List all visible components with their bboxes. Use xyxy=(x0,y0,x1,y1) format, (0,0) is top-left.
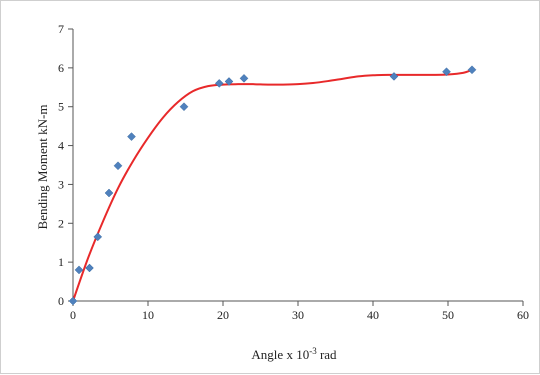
x-tick-label: 40 xyxy=(367,308,379,322)
data-point xyxy=(104,188,114,198)
data-point xyxy=(239,73,249,83)
data-point xyxy=(68,296,78,306)
x-tick-label: 0 xyxy=(70,308,76,322)
data-points-layer xyxy=(68,65,477,306)
x-axis-title-superscript: -3 xyxy=(309,346,317,356)
data-point xyxy=(113,161,123,171)
data-point xyxy=(85,263,94,273)
data-point xyxy=(214,79,224,88)
y-tick-label: 1 xyxy=(58,255,64,269)
x-tick-label: 10 xyxy=(142,308,154,322)
y-tick-label: 5 xyxy=(58,100,64,114)
x-tick-label: 20 xyxy=(217,308,229,322)
axes xyxy=(72,29,523,302)
x-tick-label: 50 xyxy=(442,308,454,322)
x-tick-label: 30 xyxy=(292,308,304,322)
y-tick-label: 0 xyxy=(58,294,64,308)
data-point xyxy=(224,77,234,86)
x-axis-title-unit: rad xyxy=(317,347,337,362)
tick-marks xyxy=(68,28,524,306)
y-tick-label: 7 xyxy=(58,22,64,36)
data-point xyxy=(93,232,103,242)
y-axis-title: Bending Moment kN-m xyxy=(35,105,50,230)
data-point xyxy=(442,67,451,77)
x-tick-label: 60 xyxy=(517,308,529,322)
x-axis-title-base: Angle x 10 xyxy=(251,347,309,362)
y-tick-label: 6 xyxy=(58,61,64,75)
fit-curve-layer xyxy=(72,68,473,302)
x-axis-title: Angle x 10-3 rad xyxy=(251,346,337,362)
fit-curve-line xyxy=(72,68,473,302)
data-point xyxy=(389,72,399,81)
y-tick-label: 2 xyxy=(58,216,64,230)
data-point xyxy=(179,102,189,112)
y-tick-label: 3 xyxy=(58,177,64,191)
y-tick-label: 4 xyxy=(58,139,64,153)
data-point xyxy=(74,265,84,275)
data-point xyxy=(467,65,477,75)
data-point xyxy=(127,132,136,141)
